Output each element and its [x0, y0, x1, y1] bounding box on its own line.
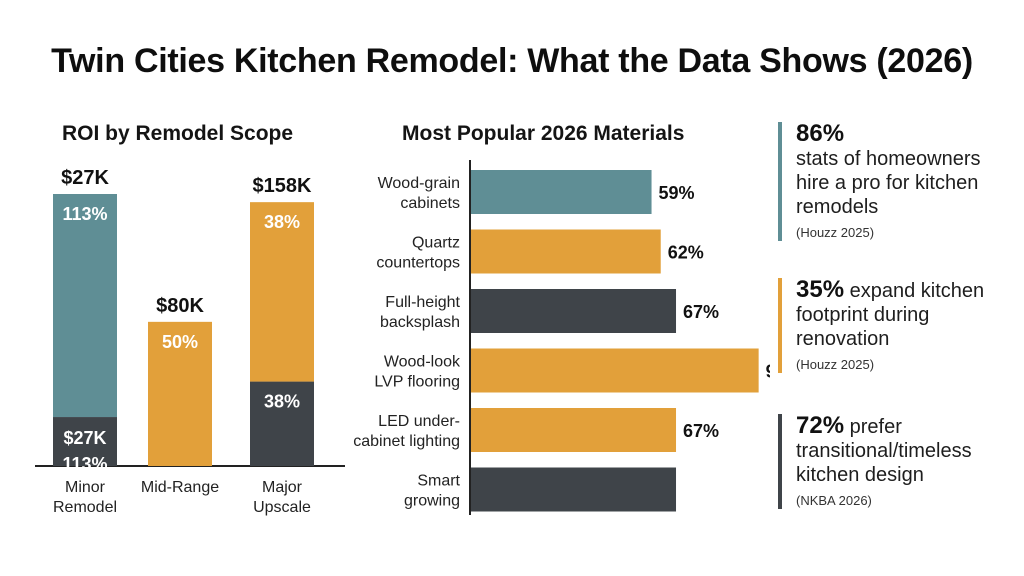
value-label: 67% [683, 421, 719, 441]
category-label: Wood-grain cabinets [378, 175, 460, 212]
bar-total-label: $80K [156, 295, 204, 317]
segment-value: 113% [62, 454, 107, 474]
bar [471, 408, 677, 452]
stat-value: 35% [796, 276, 845, 303]
bar [471, 170, 652, 214]
roi-chart-title: ROI by Remodel Scope [62, 122, 294, 145]
materials-chart: Wood-grain cabinets 59% Quartz countertops 62… [353, 160, 770, 515]
value-label: 67% [683, 302, 719, 322]
bar [471, 229, 661, 274]
stat-card: 86% stats of homeowners hire a pro for k… [778, 122, 1024, 241]
segment-value: 50% [162, 332, 198, 352]
category-label: Major Upscale [253, 479, 311, 516]
stat-source: (Houzz 2025) [796, 225, 875, 240]
category-label: Minor Remodel [53, 479, 117, 516]
stat-text: remodels [796, 196, 879, 218]
stat-inline-text: expand kitchen [844, 280, 985, 302]
stat-text: kitchen design [796, 464, 924, 486]
bar [471, 348, 759, 393]
stat-value: 72% [796, 412, 845, 439]
value-label: 94% [766, 362, 770, 382]
bar-segment [53, 194, 117, 418]
stat-inline-text: prefer [844, 416, 902, 438]
category-label: Full-height backsplash [380, 294, 461, 331]
bar-segment [250, 381, 314, 466]
value-label: 62% [668, 243, 704, 263]
bar-total-label: $158K [253, 175, 312, 197]
stat-text: renovation [796, 328, 890, 350]
category-label: Mid-Range [141, 479, 219, 496]
bar-segment [148, 321, 212, 466]
segment-label: $27K [63, 428, 106, 448]
stat-value: 86% [796, 120, 845, 147]
segment-value: 113% [62, 204, 107, 224]
category-label: LED under-cabinet lighting [353, 413, 460, 450]
category-label: Quartz countertops [376, 235, 460, 272]
category-label: Smart growing [404, 473, 461, 510]
category-label: Wood-look LVP flooring [374, 354, 461, 391]
page-title: Twin Cities Kitchen Remodel: What the Da… [51, 42, 973, 80]
segment-value: 38% [264, 212, 300, 232]
materials-chart-title: Most Popular 2026 Materials [402, 122, 685, 145]
stat-source: (Houzz 2025) [796, 357, 875, 372]
roi-chart: $27K 113% 113% $27K Minor Remodel 50% $80K Mid-R… [35, 167, 345, 516]
bar [471, 467, 677, 512]
stat-text: transitional/timeless [796, 440, 972, 462]
stat-text: hire a pro for kitchen [796, 172, 979, 194]
bar [471, 289, 677, 333]
stat-card: 35% expand kitchen footprint during reno… [778, 278, 1024, 373]
bar-segment [250, 202, 314, 382]
stat-text: stats of homeowners [796, 148, 981, 170]
stat-text: footprint during [796, 304, 930, 326]
bar-segment [53, 417, 117, 466]
stat-source: (NKBA 2026) [796, 493, 872, 508]
segment-value: 38% [264, 392, 300, 412]
bar-total-label: $27K [61, 167, 109, 189]
value-label: 59% [659, 183, 695, 203]
stat-card: 72% prefer transitional/timeless kitchen… [778, 414, 1024, 509]
